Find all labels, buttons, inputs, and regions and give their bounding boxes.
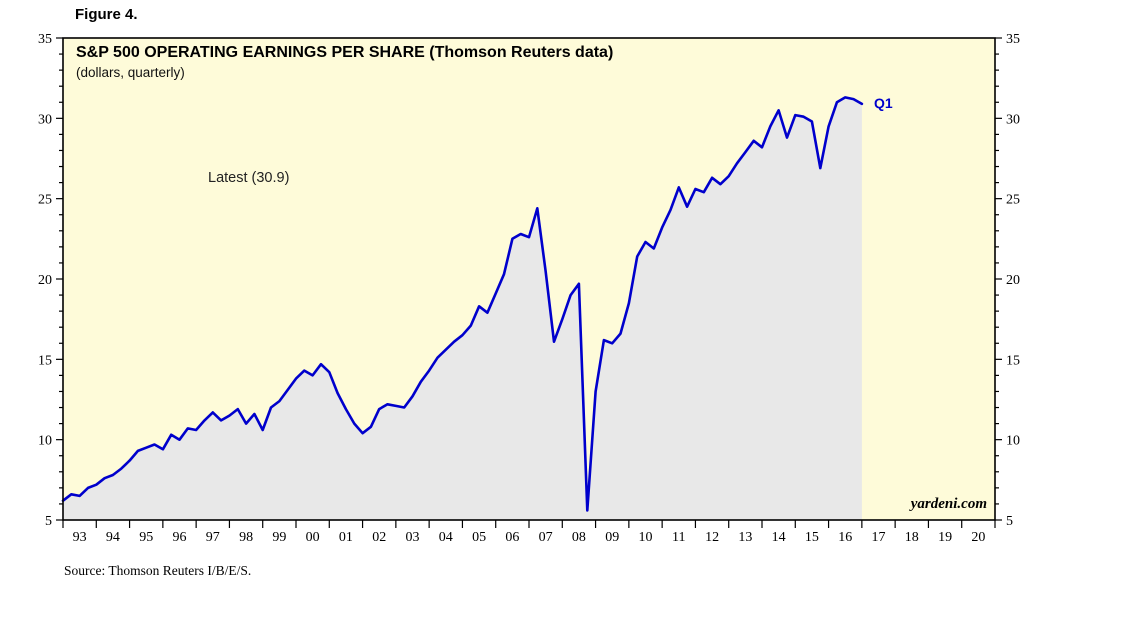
svg-text:16: 16: [838, 530, 852, 545]
svg-text:18: 18: [905, 530, 919, 545]
svg-text:5: 5: [45, 514, 52, 529]
svg-text:10: 10: [38, 434, 52, 449]
svg-text:19: 19: [938, 530, 952, 545]
svg-text:96: 96: [173, 530, 187, 545]
svg-text:06: 06: [505, 530, 519, 545]
svg-text:99: 99: [272, 530, 286, 545]
svg-text:20: 20: [971, 530, 985, 545]
svg-text:20: 20: [1006, 273, 1020, 288]
svg-text:09: 09: [605, 530, 619, 545]
svg-text:20: 20: [38, 273, 52, 288]
svg-text:17: 17: [872, 530, 886, 545]
svg-text:13: 13: [738, 530, 752, 545]
svg-text:15: 15: [38, 353, 52, 368]
svg-text:10: 10: [1006, 434, 1020, 449]
svg-text:00: 00: [306, 530, 320, 545]
svg-text:14: 14: [772, 530, 786, 545]
svg-text:15: 15: [1006, 353, 1020, 368]
svg-text:98: 98: [239, 530, 253, 545]
svg-text:07: 07: [539, 530, 553, 545]
svg-text:15: 15: [805, 530, 819, 545]
svg-text:10: 10: [639, 530, 653, 545]
svg-text:95: 95: [139, 530, 153, 545]
svg-text:30: 30: [38, 112, 52, 127]
svg-text:11: 11: [672, 530, 685, 545]
svg-text:02: 02: [372, 530, 386, 545]
svg-text:25: 25: [38, 193, 52, 208]
svg-text:25: 25: [1006, 193, 1020, 208]
svg-text:08: 08: [572, 530, 586, 545]
svg-text:01: 01: [339, 530, 353, 545]
svg-text:03: 03: [406, 530, 420, 545]
svg-text:12: 12: [705, 530, 719, 545]
svg-text:05: 05: [472, 530, 486, 545]
svg-text:93: 93: [73, 530, 87, 545]
svg-text:30: 30: [1006, 112, 1020, 127]
svg-text:35: 35: [38, 32, 52, 47]
svg-text:94: 94: [106, 530, 120, 545]
svg-text:97: 97: [206, 530, 220, 545]
svg-text:5: 5: [1006, 514, 1013, 529]
svg-text:35: 35: [1006, 32, 1020, 47]
svg-text:04: 04: [439, 530, 453, 545]
